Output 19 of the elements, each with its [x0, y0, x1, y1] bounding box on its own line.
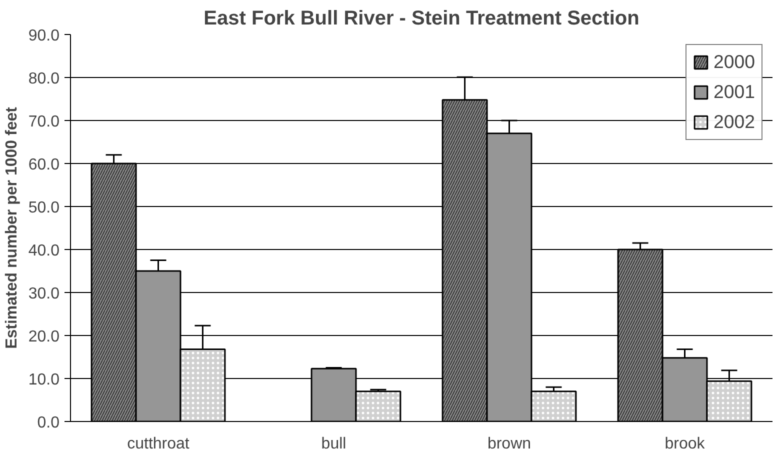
legend-label: 2001: [713, 81, 755, 103]
x-tick-label: brown: [487, 436, 532, 452]
y-tick-label: 70.0: [28, 114, 60, 130]
y-tick-label: 50.0: [28, 200, 60, 216]
y-tick-label: 60.0: [28, 156, 60, 174]
y-tick-label: 40.0: [28, 242, 60, 260]
y-tick-label: 30.0: [28, 286, 60, 302]
x-tick-label: cutthroat: [127, 436, 190, 452]
y-tick-label: 20.0: [28, 328, 60, 346]
y-tick-label: 80.0: [28, 70, 60, 88]
x-tick-label: brook: [664, 436, 706, 452]
legend-label: 2000: [713, 51, 755, 73]
chart-title: East Fork Bull River - Stein Treatment Section: [204, 8, 640, 30]
y-tick-label: 10.0: [28, 372, 60, 388]
y-tick-label: 0.0: [37, 414, 60, 432]
y-tick-label: 90.0: [28, 28, 60, 44]
x-tick-label: bull: [321, 436, 346, 452]
y-axis-title: Estimated number per 1000 feet: [3, 106, 20, 349]
legend-label: 2002: [713, 111, 755, 133]
